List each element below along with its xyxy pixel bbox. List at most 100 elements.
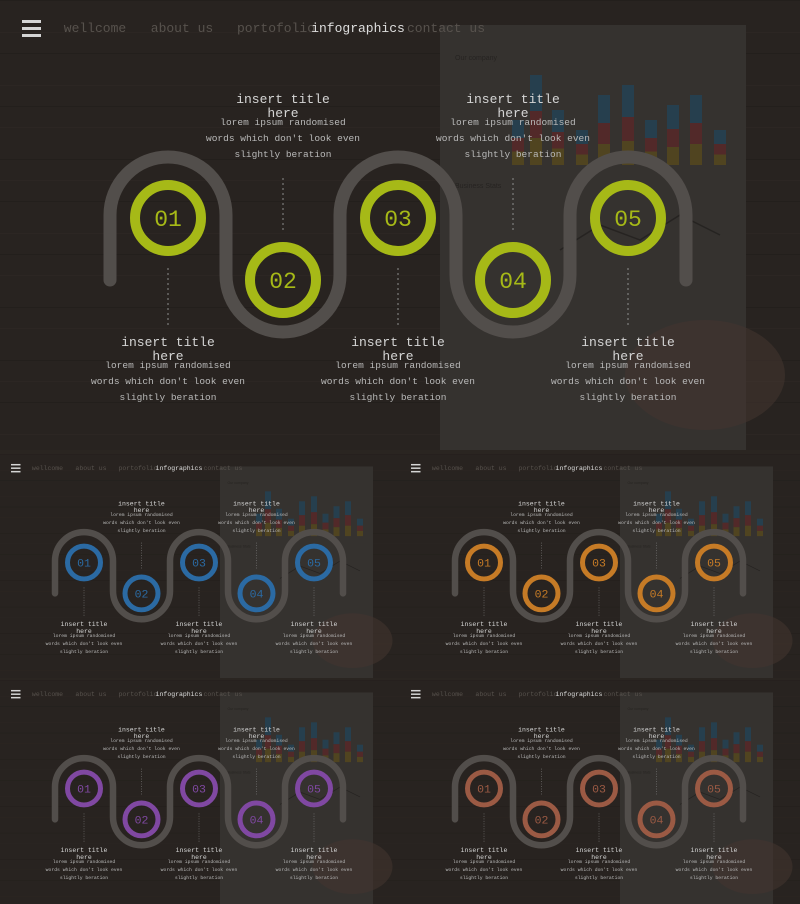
nav-item-infographics[interactable]: infographics bbox=[311, 21, 405, 36]
step-description: words which don't look even bbox=[218, 746, 295, 752]
step-description: words which don't look even bbox=[103, 746, 180, 752]
nav-item-portofolio[interactable]: portofolio bbox=[519, 465, 558, 472]
step-number: 04 bbox=[250, 588, 264, 601]
step-description: lorem ipsum randomised bbox=[565, 360, 690, 371]
step-description: words which don't look even bbox=[676, 867, 753, 873]
step-ring bbox=[180, 543, 218, 582]
nav-item-about-us[interactable]: about us bbox=[75, 691, 106, 698]
nav-item-about-us[interactable]: about us bbox=[75, 465, 106, 472]
nav-item-about-us[interactable]: about us bbox=[475, 465, 506, 472]
step-description: words which don't look even bbox=[206, 133, 360, 144]
step-title: insert title here bbox=[576, 847, 623, 861]
hamburger-menu-icon[interactable] bbox=[11, 463, 21, 473]
step-description: words which don't look even bbox=[561, 867, 638, 873]
nav-item-wellcome[interactable]: wellcome bbox=[432, 465, 463, 472]
step-title: insert title here bbox=[176, 847, 223, 861]
step-number: 05 bbox=[707, 558, 721, 571]
infographic-variant-orange[interactable]: Our company Business Stats wellcome about u… bbox=[400, 454, 800, 678]
hand-image bbox=[712, 839, 793, 895]
nav-item-portofolio[interactable]: portofolio bbox=[237, 21, 315, 36]
nav-item-contact-us[interactable]: contact us bbox=[407, 21, 485, 36]
nav-item-wellcome[interactable]: wellcome bbox=[64, 21, 126, 36]
step-title: insert title here bbox=[233, 726, 280, 740]
step-description: slightly beration bbox=[232, 754, 280, 760]
step-number: 03 bbox=[192, 558, 206, 571]
step-description: slightly beration bbox=[235, 149, 332, 160]
step-description: words which don't look even bbox=[676, 641, 753, 647]
step-description: words which don't look even bbox=[161, 641, 238, 647]
step-title: insert title here bbox=[291, 621, 338, 635]
svg-text:Our company: Our company bbox=[628, 481, 649, 485]
step-description: words which don't look even bbox=[436, 133, 590, 144]
nav-item-infographics[interactable]: infographics bbox=[156, 691, 203, 698]
step-description: words which don't look even bbox=[561, 641, 638, 647]
infographic-variant-blue[interactable]: Our company Business Stats wellcome about u… bbox=[0, 454, 400, 678]
step-connectors bbox=[83, 768, 315, 842]
svg-text:Business Stats: Business Stats bbox=[628, 771, 651, 775]
step-number: 03 bbox=[192, 784, 206, 797]
step-ring bbox=[245, 242, 321, 318]
step-number: 03 bbox=[592, 784, 606, 797]
step-description: slightly beration bbox=[290, 875, 338, 881]
nav-item-about-us[interactable]: about us bbox=[475, 691, 506, 698]
infographic-variant-rust[interactable]: Our company Business Stats wellcome about u… bbox=[400, 680, 800, 904]
step-ring bbox=[475, 242, 551, 318]
step-number: 04 bbox=[250, 814, 264, 827]
step-title: insert title here bbox=[518, 500, 565, 514]
nav-item-contact-us[interactable]: contact us bbox=[604, 691, 643, 698]
nav-item-contact-us[interactable]: contact us bbox=[204, 691, 243, 698]
nav-item-about-us[interactable]: about us bbox=[151, 21, 213, 36]
step-connectors bbox=[167, 178, 629, 325]
step-description: words which don't look even bbox=[446, 641, 523, 647]
hamburger-menu-icon[interactable] bbox=[411, 463, 421, 473]
nav-item-infographics[interactable]: infographics bbox=[556, 691, 603, 698]
nav-item-infographics[interactable]: infographics bbox=[156, 465, 203, 472]
step-connectors bbox=[483, 542, 715, 616]
nav-item-contact-us[interactable]: contact us bbox=[204, 465, 243, 472]
hamburger-menu-icon[interactable] bbox=[11, 689, 21, 699]
step-description: slightly beration bbox=[632, 528, 680, 534]
step-description: slightly beration bbox=[120, 392, 217, 403]
step-title: insert title here bbox=[118, 500, 165, 514]
hamburger-menu-icon[interactable] bbox=[22, 20, 41, 37]
step-number: 04 bbox=[499, 269, 527, 295]
step-description: lorem ipsum randomised bbox=[683, 633, 746, 639]
step-description: slightly beration bbox=[690, 649, 738, 655]
step-description: lorem ipsum randomised bbox=[225, 512, 288, 518]
hamburger-menu-icon[interactable] bbox=[411, 689, 421, 699]
nav-item-portofolio[interactable]: portofolio bbox=[519, 691, 558, 698]
step-title: insert title here bbox=[233, 500, 280, 514]
timeline-track bbox=[51, 754, 347, 849]
step-description: slightly beration bbox=[517, 754, 565, 760]
step-description: words which don't look even bbox=[276, 867, 353, 873]
step-ring bbox=[180, 769, 218, 808]
nav-item-wellcome[interactable]: wellcome bbox=[32, 691, 63, 698]
step-description: words which don't look even bbox=[503, 746, 580, 752]
nav-item-wellcome[interactable]: wellcome bbox=[32, 465, 63, 472]
step-description: slightly beration bbox=[460, 875, 508, 881]
step-description: words which don't look even bbox=[321, 376, 475, 387]
nav-item-infographics[interactable]: infographics bbox=[556, 465, 603, 472]
step-ring bbox=[122, 800, 161, 839]
step-connectors bbox=[83, 542, 315, 616]
step-description: slightly beration bbox=[575, 875, 623, 881]
step-description: words which don't look even bbox=[618, 746, 695, 752]
nav-item-contact-us[interactable]: contact us bbox=[604, 465, 643, 472]
step-description: words which don't look even bbox=[161, 867, 238, 873]
infographic-variant-purple[interactable]: Our company Business Stats wellcome about u… bbox=[0, 680, 400, 904]
svg-text:Business Stats: Business Stats bbox=[228, 545, 251, 549]
step-ring bbox=[465, 543, 503, 582]
step-description: words which don't look even bbox=[446, 867, 523, 873]
nav-item-portofolio[interactable]: portofolio bbox=[119, 465, 158, 472]
nav-item-wellcome[interactable]: wellcome bbox=[432, 691, 463, 698]
svg-text:Business Stats: Business Stats bbox=[228, 771, 251, 775]
nav-item-portofolio[interactable]: portofolio bbox=[119, 691, 158, 698]
step-description: lorem ipsum randomised bbox=[168, 859, 231, 865]
